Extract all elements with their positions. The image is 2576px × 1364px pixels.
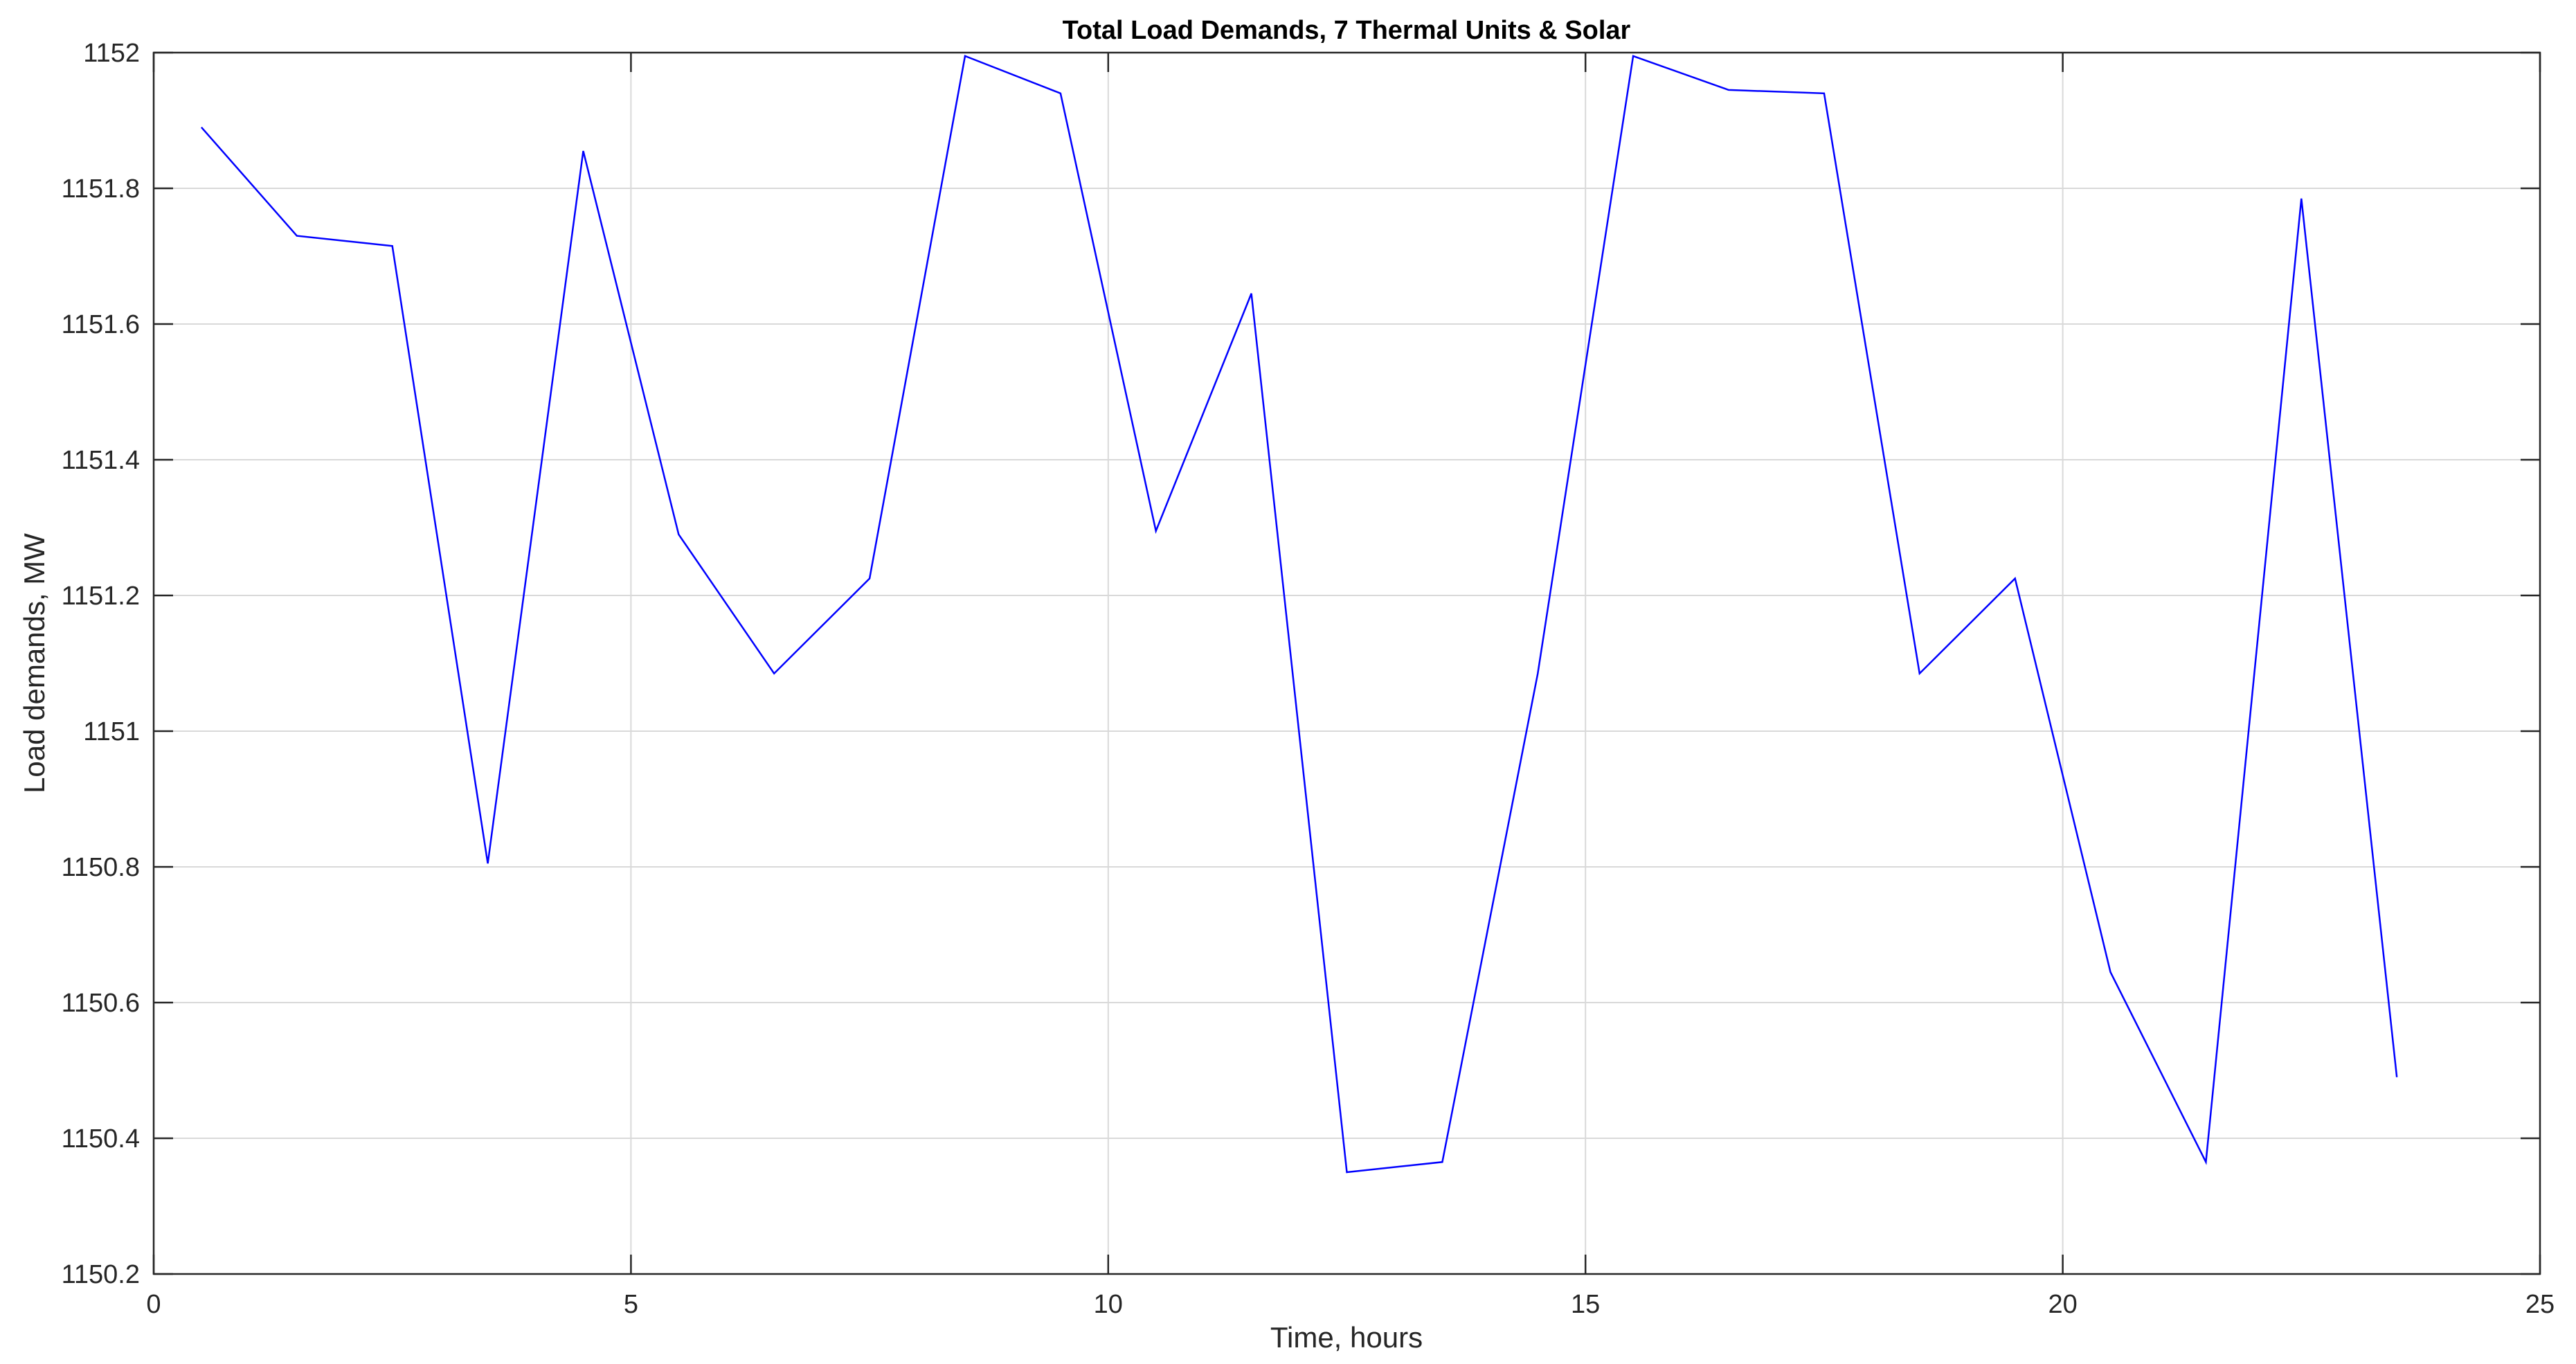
y-tick-label: 1152 [83, 39, 140, 68]
y-tick-label: 1151.6 [62, 310, 140, 339]
x-tick-label: 10 [1094, 1290, 1123, 1319]
y-tick-label: 1151 [83, 717, 140, 746]
y-tick-label: 1150.2 [62, 1260, 140, 1289]
chart-title: Total Load Demands, 7 Thermal Units & So… [1063, 16, 1631, 45]
x-tick-label: 20 [2048, 1290, 2077, 1319]
y-tick-label: 1150.8 [62, 853, 140, 882]
axes-box [152, 51, 2541, 1275]
y-tick-label: 1151.8 [62, 174, 140, 204]
y-tick-label: 1151.2 [62, 582, 140, 611]
series-line [200, 55, 2398, 1174]
x-axis-title: Time, hours [1270, 1321, 1423, 1354]
x-tick-label: 15 [1571, 1290, 1600, 1319]
grid-layer [154, 53, 2540, 1274]
y-tick-label: 1151.4 [62, 446, 140, 475]
x-tick-label: 5 [624, 1290, 638, 1319]
series-layer [200, 55, 2398, 1174]
tick-layer: 0 5 10 15 20 25 1150.2 1150.4 1150.6 1150.8 1151 11… [62, 39, 2555, 1319]
y-tick-label: 1150.6 [62, 989, 140, 1018]
x-tick-label: 25 [2525, 1290, 2555, 1319]
y-tick-label: 1150.4 [62, 1124, 140, 1154]
y-axis-title: Load demands, MW [18, 533, 51, 793]
x-tick-label: 0 [146, 1290, 161, 1319]
